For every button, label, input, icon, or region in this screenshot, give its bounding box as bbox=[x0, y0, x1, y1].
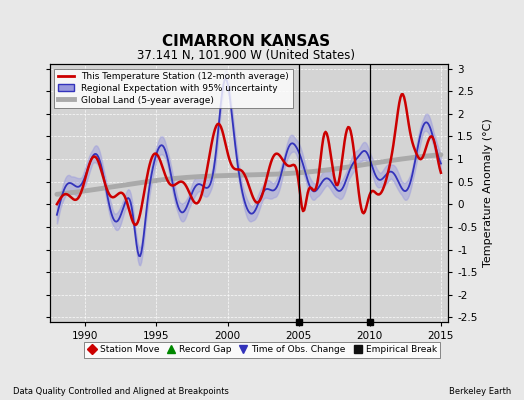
Text: CIMARRON KANSAS: CIMARRON KANSAS bbox=[162, 34, 330, 50]
Text: Berkeley Earth: Berkeley Earth bbox=[449, 387, 511, 396]
Legend: Station Move, Record Gap, Time of Obs. Change, Empirical Break: Station Move, Record Gap, Time of Obs. C… bbox=[83, 342, 441, 358]
Text: 37.141 N, 101.900 W (United States): 37.141 N, 101.900 W (United States) bbox=[137, 49, 355, 62]
Y-axis label: Temperature Anomaly (°C): Temperature Anomaly (°C) bbox=[483, 119, 493, 267]
Text: Data Quality Controlled and Aligned at Breakpoints: Data Quality Controlled and Aligned at B… bbox=[13, 387, 229, 396]
Legend: This Temperature Station (12-month average), Regional Expectation with 95% uncer: This Temperature Station (12-month avera… bbox=[54, 68, 293, 108]
